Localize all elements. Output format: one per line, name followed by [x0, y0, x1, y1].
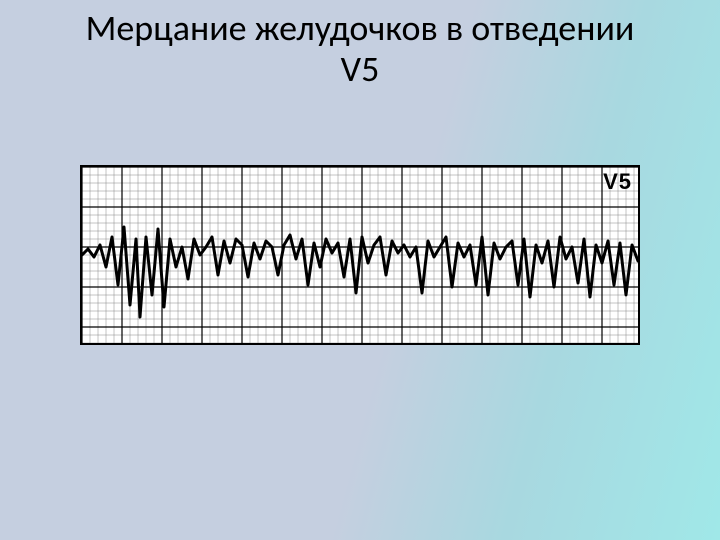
ecg-strip: V5	[80, 165, 640, 345]
title-line-1: Мерцание желудочков в отведении	[86, 6, 635, 50]
ecg-lead-label: V5	[603, 169, 632, 195]
title-line-2: V5	[341, 47, 380, 91]
slide-title: Мерцание желудочков в отведении V5	[0, 8, 720, 91]
slide: Мерцание желудочков в отведении V5 V5	[0, 0, 720, 540]
ecg-trace	[82, 167, 638, 343]
